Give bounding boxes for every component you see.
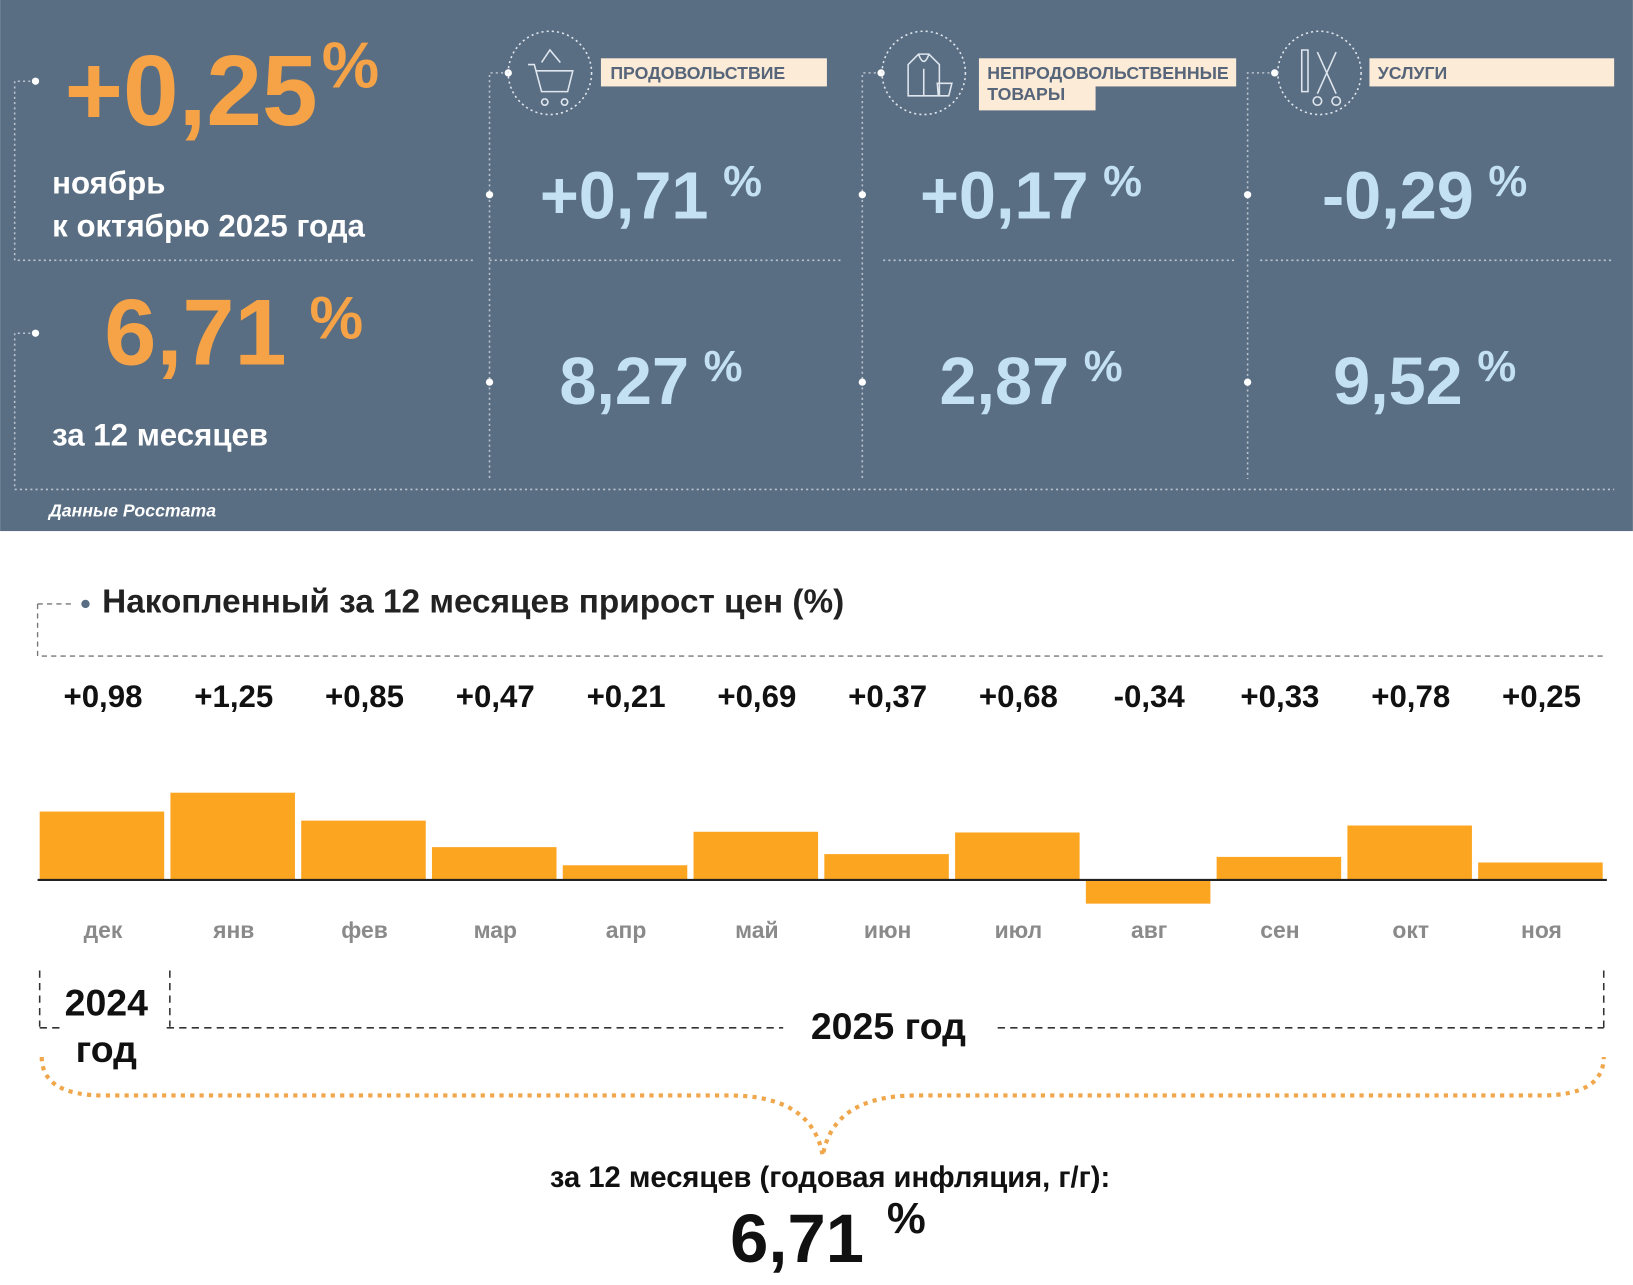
value-label: -0,34: [1114, 679, 1186, 714]
label-box: [978, 58, 1237, 87]
group-value: 9,52%: [1333, 342, 1516, 419]
frame-dots: [31, 69, 1279, 386]
bar: [1216, 856, 1342, 880]
bar: [301, 820, 426, 880]
value: 6,71: [104, 279, 286, 384]
group-value: 8,27%: [559, 342, 742, 419]
year-label: 2025 год: [811, 1005, 966, 1047]
bar: [955, 832, 1080, 880]
value-label: +0,25: [1502, 679, 1581, 714]
value-label: +0,78: [1371, 679, 1450, 714]
value-label: +0,47: [456, 679, 535, 714]
x-tick-label: мар: [474, 917, 517, 943]
caption: к октябрю 2025 года: [52, 208, 365, 243]
bar: [39, 811, 165, 880]
value: 6,71: [730, 1200, 864, 1277]
group-value: -0,29%: [1322, 157, 1527, 234]
value-label: +0,37: [848, 679, 927, 714]
value: +0,17: [920, 160, 1089, 234]
value-label: +0,69: [717, 679, 796, 714]
source: Данные Росстата: [47, 500, 216, 520]
group-label: УСЛУГИ: [1378, 63, 1447, 83]
x-tick-label: янв: [212, 917, 254, 943]
bar: [562, 865, 688, 880]
unit: %: [322, 29, 379, 101]
label-box: [1369, 58, 1615, 87]
annual-change: 6,71%: [104, 279, 363, 384]
x-tick-label: июл: [995, 917, 1043, 943]
bar: [1085, 879, 1211, 904]
bar: [693, 831, 819, 880]
group-label: ТОВАРЫ: [987, 84, 1065, 104]
group-label: НЕПРОДОВОЛЬСТВЕННЫЕ: [987, 63, 1229, 83]
label-box: [978, 83, 1096, 111]
group-value: +0,71%: [540, 157, 762, 234]
x-tick-label: май: [735, 917, 778, 943]
x-tick-label: апр: [606, 917, 647, 943]
chart-title: Накопленный за 12 месяцев прирост цен (%…: [102, 583, 844, 620]
group-values: +0,71 %8,27 %+0,17 %2,87 %-0,29 %9,52%: [540, 157, 1527, 419]
bar: [431, 847, 557, 880]
x-tick-label: ноя: [1521, 917, 1562, 943]
value: 9,52: [1333, 345, 1463, 419]
value-label: +0,98: [63, 679, 142, 714]
group-value: +0,17%: [920, 157, 1142, 234]
x-tick-label: окт: [1392, 917, 1429, 943]
x-tick-label: фев: [341, 917, 388, 943]
bar: [1478, 862, 1603, 880]
x-tick-label: сен: [1260, 917, 1299, 943]
value: 2,87: [939, 345, 1069, 419]
value-label: +0,33: [1240, 679, 1319, 714]
panel-background: [0, 0, 1633, 532]
x-tick-label: июн: [864, 917, 911, 943]
unit: %: [1103, 157, 1142, 206]
chart: +0,98 дек +1,25 янв +0,85 фев +0,47 мар +0,21 апр…: [37, 679, 1607, 943]
value-label: +1,25: [194, 679, 273, 714]
label-box: [600, 58, 827, 87]
unit: %: [1488, 157, 1527, 206]
year-label: год: [76, 1028, 138, 1070]
value: -0,29: [1322, 160, 1474, 234]
title-frame: [36, 603, 1607, 657]
bar: [824, 854, 949, 880]
frame: [13, 72, 1615, 491]
year-label: 2024: [65, 981, 149, 1023]
footer-caption: за 12 месяцев (годовая инфляция, г/г):: [550, 1162, 1110, 1194]
value: +0,25: [65, 36, 318, 147]
x-tick-label: авг: [1131, 917, 1167, 943]
group-label: ПРОДОВОЛЬСТВИЕ: [610, 63, 785, 83]
value-label: +0,21: [587, 679, 666, 714]
value: +0,71: [540, 160, 709, 234]
year-brackets: [38, 970, 1605, 1029]
value-label: +0,68: [979, 679, 1058, 714]
unit: %: [1084, 342, 1123, 391]
unit: %: [310, 283, 364, 351]
value-label: +0,85: [325, 679, 404, 714]
unit: %: [1477, 342, 1516, 391]
x-tick-label: дек: [84, 917, 123, 943]
month-change: +0,25%: [65, 29, 379, 146]
footer-value: 6,71%: [730, 1194, 926, 1277]
group-value: 2,87%: [939, 342, 1122, 419]
unit: %: [704, 342, 743, 391]
bar: [1347, 825, 1472, 880]
value: 8,27: [559, 345, 689, 419]
caption: за 12 месяцев: [52, 418, 268, 453]
unit: %: [723, 157, 762, 206]
bar: [170, 792, 295, 880]
unit: %: [887, 1194, 926, 1243]
brace: [39, 1056, 1606, 1157]
title-dot: [81, 599, 90, 609]
icons: [507, 30, 1362, 116]
caption: ноябрь: [52, 166, 165, 201]
